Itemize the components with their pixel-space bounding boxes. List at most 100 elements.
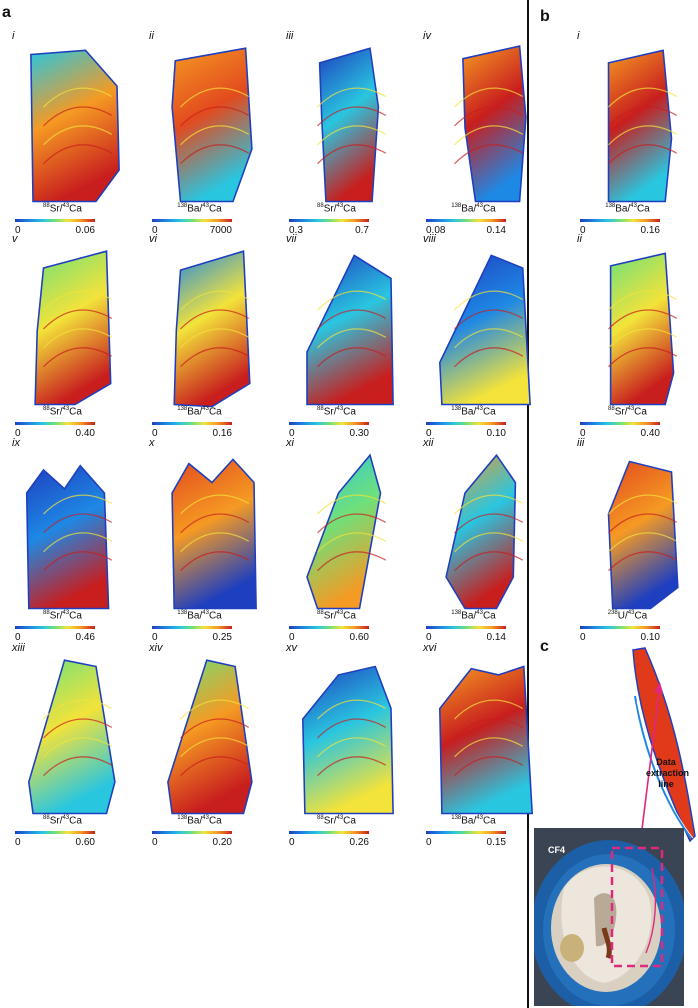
ratio-label: 88Sr/43Ca (608, 406, 647, 418)
panel-a-map-10: x 138Ba/43Ca 0 0.25 (147, 437, 277, 647)
elemental-map-image (575, 451, 698, 619)
colorbar (580, 422, 660, 425)
extraction-arrow (639, 682, 663, 846)
colorbar-min: 0 (289, 428, 295, 439)
panel-b-map-3: iii 238U/43Ca 0 0.10 (575, 437, 698, 647)
map-number: ii (149, 30, 154, 42)
ratio-label: 88Sr/43Ca (317, 815, 356, 827)
colorbar (152, 422, 232, 425)
colorbar-min: 0 (580, 428, 586, 439)
colorbar-min: 0 (580, 632, 586, 643)
ratio-label: 88Sr/43Ca (43, 203, 82, 215)
panel-label-a: a (2, 4, 11, 21)
elemental-map-image (147, 247, 277, 415)
ratio-label: 138Ba/43Ca (177, 815, 222, 827)
elemental-map-image (10, 247, 140, 415)
colorbar-min: 0 (289, 632, 295, 643)
elemental-map-image (284, 44, 414, 212)
map-number: ii (577, 233, 582, 245)
colorbar-max: 0.14 (486, 632, 506, 643)
colorbar-min: 0.3 (289, 225, 303, 236)
ratio-label: 88Sr/43Ca (317, 406, 356, 418)
ratio-label: 138Ba/43Ca (177, 203, 222, 215)
colorbar-min: 0 (580, 225, 586, 236)
ratio-label: 138Ba/43Ca (177, 610, 222, 622)
panel-a-map-16: xvi 138Ba/43Ca 0 0.15 (421, 642, 551, 852)
colorbar-max: 0.06 (75, 225, 95, 236)
colorbar-min: 0 (152, 632, 158, 643)
ratio-label: 88Sr/43Ca (317, 610, 356, 622)
colorbar-max: 0.7 (355, 225, 369, 236)
map-number: xiii (12, 642, 25, 654)
sample-label: CF4 (548, 845, 566, 855)
colorbar (152, 626, 232, 629)
colorbar-max: 0.26 (349, 837, 369, 848)
map-number: xii (423, 437, 434, 449)
elemental-map-image (421, 451, 551, 619)
colorbar-min: 0.08 (426, 225, 446, 236)
colorbar-min: 0 (426, 632, 432, 643)
elemental-map-image (284, 247, 414, 415)
data-extraction-label: Data extraction line (646, 757, 690, 789)
colorbar-min: 0 (15, 428, 21, 439)
colorbar-max: 0.16 (212, 428, 232, 439)
map-number: i (12, 30, 15, 42)
panel-b-map-2: ii 88Sr/43Ca 0 0.40 (575, 233, 698, 443)
elemental-map-image (421, 656, 551, 824)
ratio-label: 238U/43Ca (607, 610, 648, 622)
colorbar-max: 0.14 (486, 225, 506, 236)
colorbar-max: 0.46 (75, 632, 95, 643)
colorbar-max: 0.16 (640, 225, 660, 236)
elemental-map-image (147, 44, 277, 212)
panel-a-map-12: xii 138Ba/43Ca 0 0.14 (421, 437, 551, 647)
colorbar (426, 219, 506, 222)
ratio-label: 138Ba/43Ca (605, 203, 650, 215)
panel-a-map-15: xv 88Sr/43Ca 0 0.26 (284, 642, 414, 852)
map-number: v (12, 233, 18, 245)
colorbar (289, 219, 369, 222)
colorbar-max: 0.30 (349, 428, 369, 439)
panel-a-map-11: xi 88Sr/43Ca 0 0.60 (284, 437, 414, 647)
colorbar-min: 0 (15, 632, 21, 643)
panel-a-map-14: xiv 138Ba/43Ca 0 0.20 (147, 642, 277, 852)
panel-a-map-9: ix 88Sr/43Ca 0 0.46 (10, 437, 140, 647)
colorbar-max: 0.10 (640, 632, 660, 643)
panel-a-map-13: xiii 88Sr/43Ca 0 0.60 (10, 642, 140, 852)
panel-a-map-4: iv 138Ba/43Ca 0.08 0.14 (421, 30, 551, 240)
ratio-label: 138Ba/43Ca (451, 610, 496, 622)
panel-b-map-1: i 138Ba/43Ca 0 0.16 (575, 30, 698, 240)
elemental-map-image (421, 44, 551, 212)
ratio-label: 138Ba/43Ca (177, 406, 222, 418)
colorbar (15, 219, 95, 222)
colorbar-max: 0.15 (486, 837, 506, 848)
panel-a-map-8: viii 138Ba/43Ca 0 0.10 (421, 233, 551, 443)
panel-label-c: c (540, 638, 549, 655)
ratio-label: 88Sr/43Ca (43, 406, 82, 418)
colorbar-max: 0.40 (640, 428, 660, 439)
map-number: vii (286, 233, 297, 245)
colorbar (152, 831, 232, 834)
colorbar (426, 626, 506, 629)
elemental-map-image (147, 451, 277, 619)
elemental-map-image (421, 247, 551, 415)
colorbar (426, 831, 506, 834)
colorbar-max: 0.25 (212, 632, 232, 643)
colorbar-max: 0.20 (212, 837, 232, 848)
ratio-label: 88Sr/43Ca (43, 815, 82, 827)
colorbar (580, 219, 660, 222)
colorbar-min: 0 (152, 225, 158, 236)
colorbar-max: 0.60 (75, 837, 95, 848)
colorbar-min: 0 (15, 225, 21, 236)
colorbar-min: 0 (426, 837, 432, 848)
colorbar (289, 422, 369, 425)
map-number: x (149, 437, 155, 449)
ratio-label: 88Sr/43Ca (43, 610, 82, 622)
colorbar-max: 0.60 (349, 632, 369, 643)
elemental-map-image (147, 656, 277, 824)
colorbar-min: 0 (15, 837, 21, 848)
elemental-map-image (575, 247, 698, 415)
colorbar-max: 7000 (209, 225, 232, 236)
panel-a-map-3: iii 88Sr/43Ca 0.3 0.7 (284, 30, 414, 240)
map-number: ix (12, 437, 20, 449)
elemental-map-image (284, 451, 414, 619)
